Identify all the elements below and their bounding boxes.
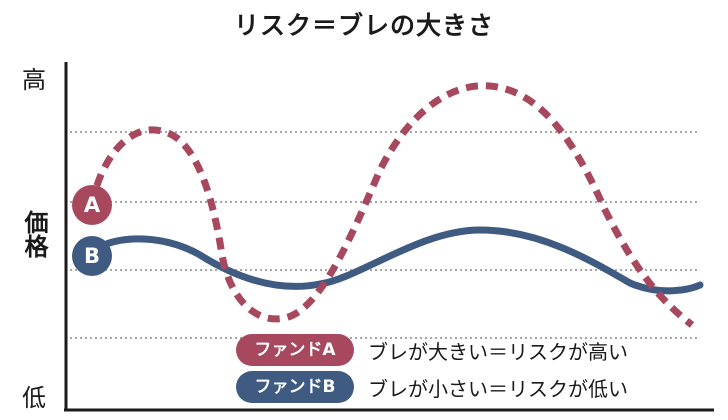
y-axis-title: 価格 (20, 210, 48, 258)
legend-fund-b-label: ファンドB (236, 371, 354, 403)
legend-fund-a-description: ブレが大きい＝リスクが高い (368, 340, 628, 364)
fund-a-line (88, 82, 695, 328)
legend-fund-b-description: ブレが小さい＝リスクが低い (368, 377, 628, 401)
fund-a-marker: A (72, 185, 112, 225)
y-axis-high-label: 高 (22, 66, 46, 94)
fund-b-marker: B (72, 236, 112, 276)
y-axis-low-label: 低 (22, 384, 46, 412)
fund-b-line (88, 226, 704, 295)
legend-fund-a-label: ファンドA (236, 334, 354, 366)
diagram-title: リスク＝ブレの大きさ (233, 11, 494, 40)
